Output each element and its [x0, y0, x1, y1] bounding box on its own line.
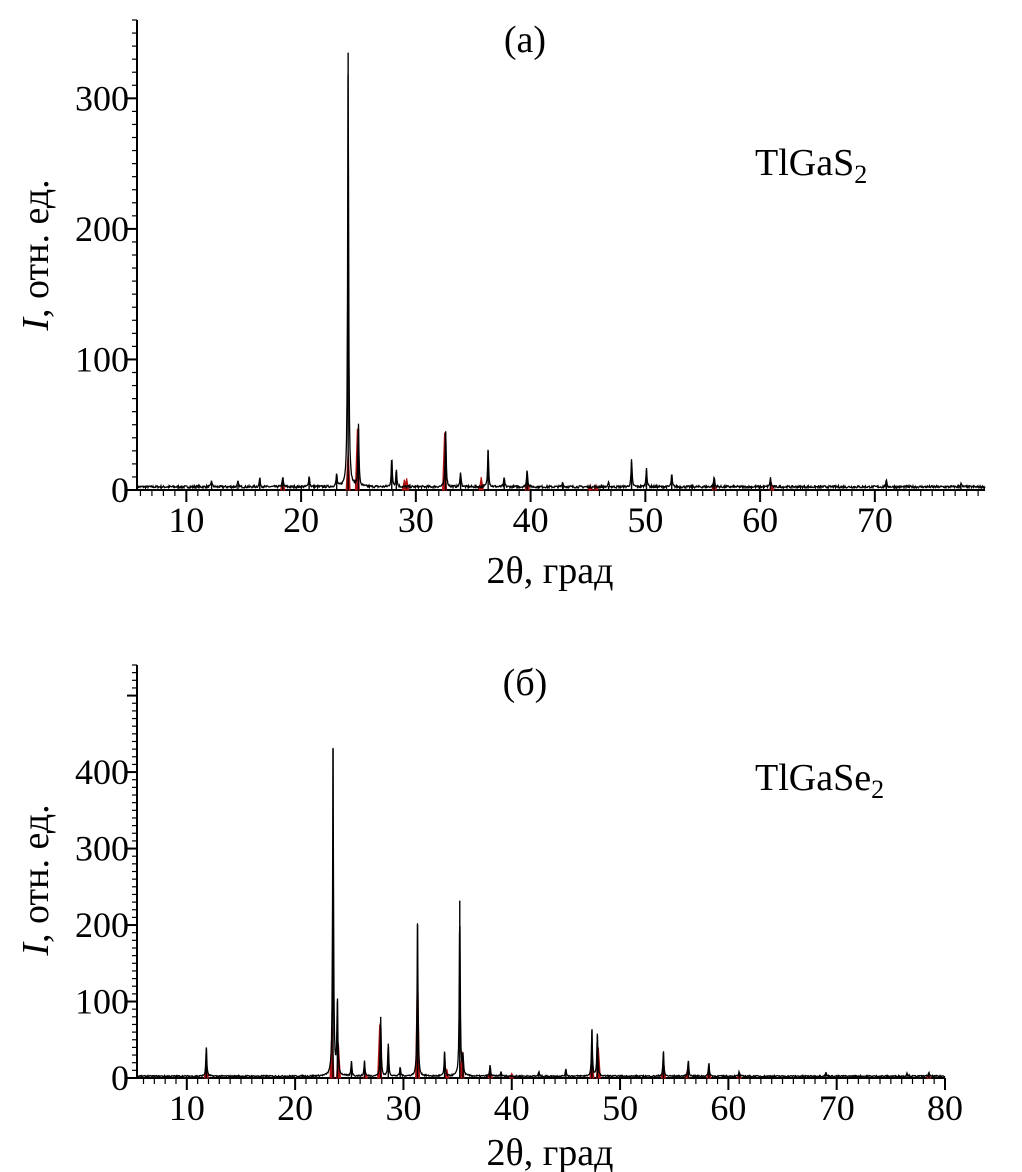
x-tick-label: 80 [927, 1088, 963, 1128]
x-axis-label: 2θ, град [487, 550, 614, 592]
x-tick-label: 10 [168, 500, 204, 540]
y-tick-label: 0 [111, 1058, 129, 1098]
x-tick-label: 20 [277, 1088, 313, 1128]
x-axis-label: 2θ, град [487, 1132, 614, 1172]
x-tick-label: 20 [283, 500, 319, 540]
x-tick-label: 40 [494, 1088, 530, 1128]
panel-label: (a) [504, 19, 546, 61]
y-tick-label: 100 [75, 982, 129, 1022]
x-tick-label: 60 [742, 500, 778, 540]
x-tick-label: 50 [627, 500, 663, 540]
panel-b: (б) TlGaSe2 2θ, град I, отн. ед. 10 20 30 4… [15, 662, 963, 1172]
x-tick-label: 70 [857, 500, 893, 540]
x-tick-label: 30 [385, 1088, 421, 1128]
experimental-profile [136, 747, 946, 1079]
x-tick-label: 30 [398, 500, 434, 540]
x-tick-label: 40 [513, 500, 549, 540]
y-tick-label: 200 [75, 905, 129, 945]
y-tick-label: 300 [75, 829, 129, 869]
x-tick-label: 60 [710, 1088, 746, 1128]
y-axis-label: I, отн. ед. [15, 804, 57, 956]
experimental-profile [136, 74, 986, 491]
compound-label: TlGaSe2 [755, 757, 884, 804]
y-tick-label: 400 [75, 752, 129, 792]
y-axis-label: I, отн. ед. [15, 179, 57, 331]
panel-a: (a) TlGaS2 2θ, град I, отн. ед. 10 20 30 40… [15, 19, 986, 592]
compound-label: TlGaS2 [755, 142, 867, 189]
x-tick-label: 10 [169, 1088, 205, 1128]
y-tick-label: 200 [75, 209, 129, 249]
x-tick-label: 70 [819, 1088, 855, 1128]
y-tick-label: 300 [75, 78, 129, 118]
x-tick-label: 50 [602, 1088, 638, 1128]
y-tick-label: 0 [111, 470, 129, 510]
y-tick-label: 100 [75, 339, 129, 379]
panel-label: (б) [503, 662, 548, 704]
